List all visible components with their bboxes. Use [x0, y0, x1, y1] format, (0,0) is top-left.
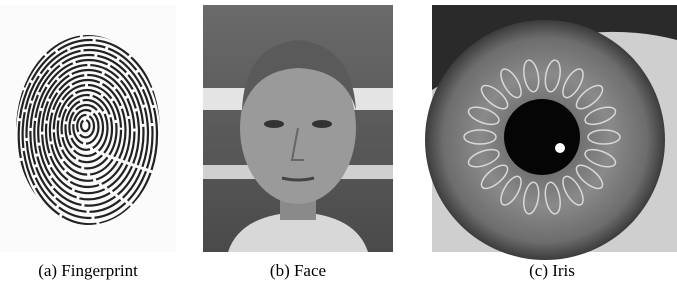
figure: (a) Fingerprint (b) Face (c) Iris: [0, 0, 677, 287]
pupil: [504, 99, 580, 175]
eye: [264, 120, 284, 128]
iris-image: [425, 5, 677, 260]
fingerprint-image: [0, 5, 184, 261]
eye: [312, 120, 332, 128]
caption: (b) Face: [270, 261, 326, 280]
caption: (c) Iris: [529, 261, 575, 280]
highlight: [555, 143, 565, 153]
face-image: [203, 5, 393, 252]
caption: (a) Fingerprint: [38, 261, 138, 280]
